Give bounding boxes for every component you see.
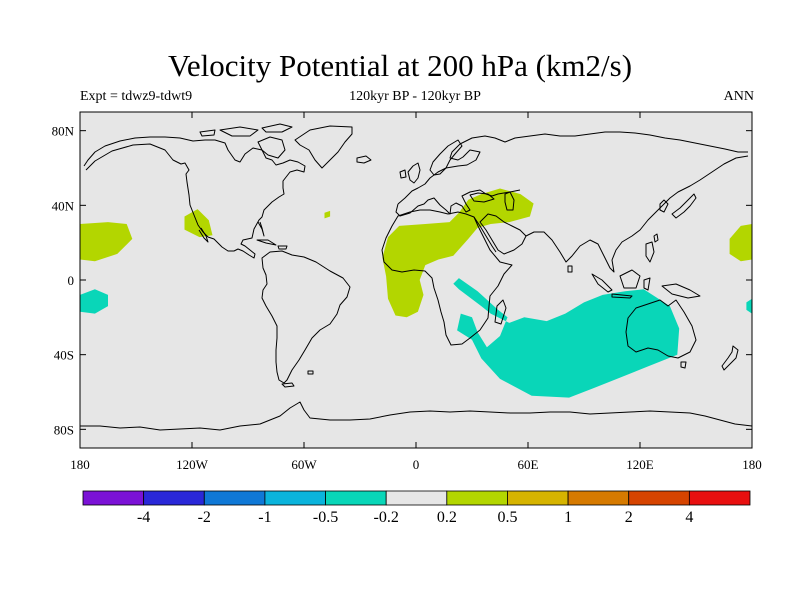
coastline-scandinavia: [429, 139, 463, 176]
colorbar-label: -0.2: [374, 509, 399, 526]
contour-region-3: [324, 210, 331, 219]
contour-region-2: [184, 209, 213, 238]
coastline-cuba: [256, 239, 277, 246]
colorbar-swatch: [264, 490, 326, 506]
contour-region-5: [453, 278, 680, 398]
coastline-caspian: [504, 191, 515, 211]
lon-tick-label: 180: [70, 457, 90, 472]
colorbar-label: 4: [685, 509, 693, 526]
lon-tick-label: 120W: [176, 457, 209, 472]
coastline-arabia: [479, 213, 527, 255]
lon-tick-label: 60E: [518, 457, 539, 472]
coastline-java: [611, 293, 633, 299]
colorbar-swatch: [325, 490, 387, 506]
coastline-philippines: [645, 241, 655, 263]
lon-tick-label: 0: [413, 457, 420, 472]
longitude-axis: 180 120W 60W 0 60E 120E 180: [70, 112, 762, 472]
period-label: 120kyr BP - 120kyr BP: [349, 89, 481, 104]
contour-region-4: [382, 188, 534, 318]
coastline-taiwan: [653, 233, 659, 243]
experiment-label: Expt = tdwz9-tdwt9: [80, 89, 193, 104]
lat-tick-label: 40N: [52, 198, 75, 213]
coastline-tasmania: [680, 361, 687, 369]
contour-region-7: [746, 298, 752, 314]
coastline-sumatra: [591, 273, 613, 293]
coastline-florida: [257, 221, 265, 237]
coastline-falklands: [307, 370, 314, 375]
coastline-madagascar: [494, 299, 507, 325]
coastline-japan: [671, 193, 697, 219]
colorbar-swatch: [385, 490, 448, 506]
colorbar-label: -4: [137, 509, 150, 526]
coastline-red-sea: [473, 216, 497, 253]
coastline-sulawesi: [643, 277, 651, 291]
lat-tick-label: 0: [68, 273, 75, 288]
coastlines: [80, 123, 752, 431]
colorbar-swatch: [82, 490, 145, 506]
colorbar-swatch: [143, 490, 205, 506]
coastline-hispaniola: [277, 245, 288, 250]
coastline-australia: [625, 299, 697, 359]
contour-region-6: [80, 289, 108, 314]
coastline-great-britain: [407, 162, 421, 184]
season-label: ANN: [723, 89, 754, 104]
colorbar-label: -0.5: [313, 509, 338, 526]
colorbar-swatch: [203, 490, 266, 506]
coastline-north-america: [83, 136, 306, 259]
latitude-axis: 80N 40N 0 40S 80S: [52, 124, 752, 437]
coastline-antarctica: [80, 401, 752, 431]
coastline-arctic-islands: [199, 123, 293, 137]
contour-region-0: [80, 222, 133, 262]
coastline-tierra-del-fuego: [281, 382, 295, 388]
colorbar-label: 0.2: [437, 509, 457, 526]
colorbar-swatch: [446, 490, 508, 506]
colorbar-swatch: [567, 490, 630, 506]
coastline-africa: [381, 209, 513, 346]
coastline-gulf-of-california: [198, 227, 209, 243]
lon-tick-label: 60W: [291, 457, 317, 472]
colorbar-swatch: [628, 490, 690, 506]
colorbar-label: 2: [625, 509, 633, 526]
coastline-south-asia: [525, 155, 749, 273]
figure-title: Velocity Potential at 200 hPa (km2/s): [167, 48, 633, 83]
coastline-sri-lanka: [567, 265, 573, 273]
colorbar-label: 0.5: [497, 509, 517, 526]
coastline-greenland: [294, 125, 353, 169]
colorbar: -4 -2 -1 -0.5 -0.2 0.2 0.5 1 2 4: [82, 490, 751, 526]
contour-regions: [80, 188, 752, 398]
coastline-new-guinea: [661, 283, 701, 299]
lat-tick-label: 40S: [54, 348, 74, 363]
coastline-ireland: [399, 169, 407, 179]
colorbar-label: 1: [564, 509, 572, 526]
colorbar-label: -1: [258, 509, 271, 526]
lat-tick-label: 80N: [52, 124, 75, 139]
colorbar-label: -2: [198, 509, 211, 526]
contour-region-1: [729, 224, 752, 262]
lon-tick-label: 120E: [626, 457, 654, 472]
coastline-borneo: [619, 269, 641, 289]
coastline-europe: [397, 131, 748, 205]
coastline-black-sea: [469, 192, 495, 203]
coastline-south-america: [261, 250, 351, 384]
colorbar-swatch: [688, 490, 751, 506]
coastline-korea: [659, 199, 669, 213]
coastline-iceland: [356, 155, 372, 164]
lat-tick-label: 80S: [54, 422, 74, 437]
lon-tick-label: 180: [742, 457, 762, 472]
coastline-new-zealand: [721, 345, 739, 371]
coastline-baffin: [257, 136, 286, 159]
colorbar-swatch: [507, 490, 569, 506]
